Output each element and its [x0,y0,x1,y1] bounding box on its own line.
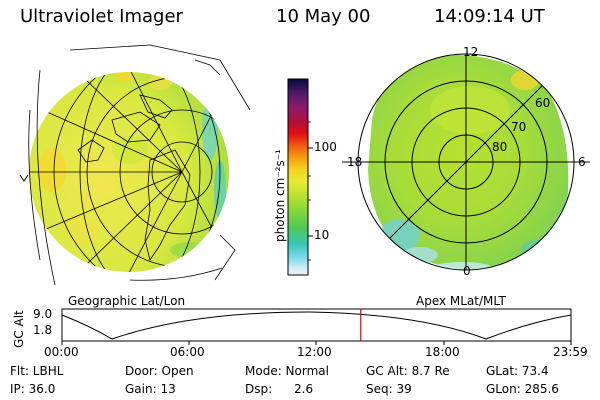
colorbar-unit-label: photon cm⁻²s⁻¹ [273,149,287,242]
geographic-image-panel [19,44,251,286]
dsp-label: Dsp: [245,382,273,396]
glat-status: GLat: 73.4 [486,364,549,378]
mlat-label-70: 70 [511,120,527,134]
colorbar-tick-100: 100 [314,140,337,154]
geographic-caption: Geographic Lat/Lon [68,294,186,308]
colorbar-ramp [287,78,309,276]
arctic-islands-coast [111,111,161,143]
filter-status: Flt: LBHL [10,364,64,378]
altitude-ytick-1-8: 1.8 [33,323,53,337]
xtick-1800: 18:00 [425,345,460,359]
altitude-curve [61,311,572,340]
gc-alt-status: GC Alt: 8.7 Re [366,364,450,378]
seq-status: Seq: 39 [366,382,412,396]
apex-caption: Apex MLat/MLT [416,294,506,308]
colorbar-tick-10: 10 [314,228,330,242]
islands-coast [139,94,173,119]
mlat-label-60: 60 [535,96,551,110]
xtick-1200: 12:00 [297,345,332,359]
instrument-title: Ultraviolet Imager [20,6,183,27]
apex-polar-panel [342,53,590,271]
altitude-plot [61,308,572,345]
xtick-0000: 00:00 [44,345,79,359]
observation-time: 14:09:14 UT [434,6,545,27]
mlat-label-80: 80 [492,140,508,154]
altitude-ylabel: GC Alt [12,310,26,348]
gain-status: Gain: 13 [125,382,176,396]
limb-marker-icon [19,174,29,182]
door-status: Door: Open [125,364,194,378]
ip-status: IP: 36.0 [10,382,56,396]
observation-date: 10 May 00 [276,6,371,27]
xtick-2359: 23:59 [553,345,588,359]
dsp-value: 2.6 [294,382,314,396]
mlt-label-0: 0 [463,264,471,278]
greenland-coast [77,139,105,163]
altitude-plot-frame [61,308,572,342]
glon-status: GLon: 285.6 [486,382,559,396]
mlt-label-12: 12 [463,45,479,59]
altitude-ytick-9: 9.0 [33,307,53,321]
apex-grid [342,53,590,271]
mlt-label-18: 18 [347,155,363,169]
colorbar [287,78,313,276]
mlt-label-6: 6 [578,155,586,169]
geographic-graticule [29,72,229,272]
mode-status: Mode: Normal [245,364,329,378]
xtick-0600: 06:00 [170,345,205,359]
